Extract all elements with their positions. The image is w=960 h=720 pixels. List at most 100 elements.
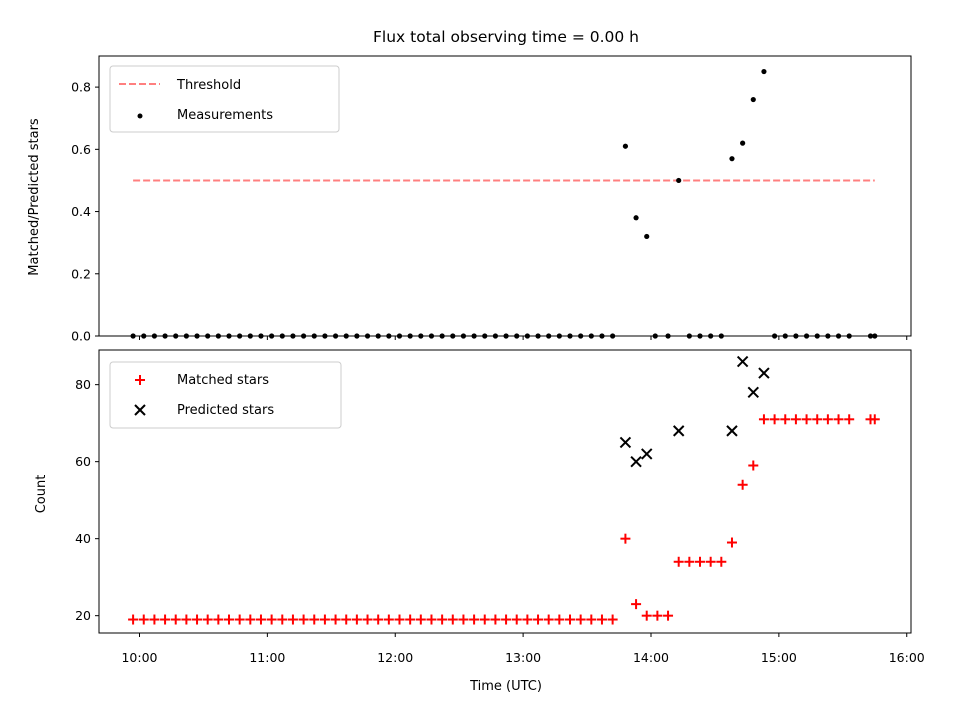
x-tick-label-5: 15:00 [761, 650, 797, 665]
predicted-star-point-2 [641, 448, 653, 460]
top-legend: Threshold Measurements [109, 65, 340, 133]
top-y-ticks: 0.0 0.2 0.4 0.6 0.8 [71, 80, 99, 344]
top-y-axis-label: Matched/Predicted stars [27, 118, 42, 276]
matched-star-point-24 [383, 614, 394, 625]
matched-star-point-33 [479, 614, 490, 625]
matched-star-point-59 [758, 414, 769, 425]
matched-star-point-5 [181, 614, 192, 625]
matched-star-point-0 [128, 614, 139, 625]
matched-star-point-43 [586, 614, 597, 625]
top-y-tick-label-2: 0.4 [71, 204, 91, 219]
matched-star-point-49 [652, 610, 663, 621]
bottom-axes-frame [98, 349, 912, 634]
matched-star-point-65 [822, 414, 833, 425]
predicted-star-point-3 [672, 425, 685, 437]
matched-star-point-31 [458, 614, 469, 625]
predicted-star-point-1 [630, 455, 642, 468]
matched-star-point-23 [373, 614, 384, 625]
matched-star-point-34 [490, 614, 501, 625]
matched-star-point-22 [362, 614, 373, 625]
matched-star-point-7 [202, 614, 213, 625]
matched-star-point-32 [469, 614, 480, 625]
matched-star-point-66 [833, 414, 844, 425]
matched-star-point-9 [224, 614, 235, 625]
matched-star-point-46 [620, 533, 631, 544]
matched-star-point-14 [277, 614, 288, 625]
matched-star-point-2 [149, 614, 160, 625]
matched-star-point-42 [575, 614, 586, 625]
matched-star-point-27 [415, 614, 426, 625]
x-tick-label-3: 13:00 [505, 650, 541, 665]
bottom-y-tick-label-3: 80 [75, 377, 91, 392]
matched-star-point-18 [319, 614, 330, 625]
bottom-legend-box [109, 361, 342, 429]
top-y-tick-label-4: 0.8 [71, 80, 91, 95]
matched-star-point-63 [801, 414, 812, 425]
measurement-point-58 [750, 96, 756, 103]
matched-star-point-10 [234, 614, 245, 625]
matched-star-point-56 [726, 537, 737, 548]
top-panel: Matched/Predicted stars 0.00.20.40.60.8 … [27, 55, 912, 344]
top-y-tick-label-3: 0.6 [71, 142, 91, 157]
x-tick-label-2: 12:00 [377, 650, 413, 665]
matched-star-point-30 [447, 614, 458, 625]
matched-star-point-54 [705, 556, 716, 567]
top-legend-box [109, 65, 340, 133]
chart-title: Flux total observing time = 0.00 h [373, 28, 639, 46]
legend-predicted-swatch [134, 404, 146, 416]
matched-star-point-20 [341, 614, 352, 625]
matched-stars-points [128, 414, 880, 625]
legend-measurements-label: Measurements [177, 108, 273, 123]
matched-star-point-1 [138, 614, 149, 625]
matched-star-point-52 [684, 556, 695, 567]
legend-predicted-label: Predicted stars [177, 403, 274, 418]
matched-star-point-41 [565, 614, 576, 625]
matched-star-point-51 [673, 556, 684, 567]
matched-star-point-39 [543, 614, 554, 625]
matched-star-point-21 [351, 614, 362, 625]
matched-star-point-35 [501, 614, 512, 625]
matched-star-point-55 [716, 556, 727, 567]
measurement-point-57 [740, 140, 746, 146]
matched-star-point-6 [192, 614, 203, 625]
matched-star-point-67 [844, 414, 855, 425]
matched-star-point-36 [511, 614, 522, 625]
measurement-point-47 [633, 215, 639, 221]
measurement-point-51 [676, 177, 682, 184]
matched-star-point-12 [255, 614, 266, 625]
bottom-y-axis-label: Count [34, 475, 49, 514]
matched-star-point-16 [298, 614, 309, 625]
predicted-stars-points [619, 355, 770, 468]
top-y-tick-label-0: 0.0 [71, 329, 91, 344]
matched-star-point-61 [780, 414, 791, 425]
predicted-star-point-4 [726, 425, 738, 437]
matched-star-point-19 [330, 614, 341, 625]
predicted-star-point-5 [736, 355, 749, 368]
top-y-tick-label-1: 0.2 [71, 266, 91, 281]
measurement-point-46 [622, 143, 629, 149]
matched-star-point-50 [663, 610, 674, 621]
matched-star-point-15 [287, 614, 298, 625]
x-tick-label-4: 14:00 [633, 650, 669, 665]
bottom-y-tick-label-0: 20 [75, 608, 91, 623]
predicted-star-point-7 [758, 367, 770, 379]
matched-star-point-26 [405, 614, 416, 625]
matched-star-point-62 [790, 414, 801, 425]
matched-star-point-60 [769, 414, 780, 425]
matched-star-point-37 [522, 614, 533, 625]
bottom-legend: Matched stars Predicted stars [109, 361, 342, 429]
predicted-star-point-0 [619, 436, 632, 449]
matched-star-point-38 [533, 614, 544, 625]
bottom-y-tick-label-2: 60 [75, 454, 91, 469]
measurement-point-48 [644, 233, 650, 240]
matched-star-point-47 [631, 599, 642, 610]
x-tick-label-0: 10:00 [121, 650, 157, 665]
matched-star-point-53 [695, 556, 706, 567]
matched-star-point-28 [426, 614, 437, 625]
legend-measurements-swatch [137, 113, 143, 119]
top-axes-frame [98, 55, 912, 337]
legend-matched-label: Matched stars [177, 373, 269, 388]
matched-star-point-17 [309, 614, 320, 625]
x-axis-label: Time (UTC) [469, 679, 542, 694]
predicted-star-point-6 [747, 386, 759, 399]
